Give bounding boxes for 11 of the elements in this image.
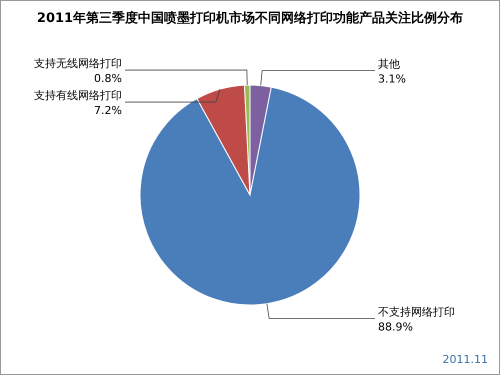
slice-label: 支持有线网络打印 xyxy=(34,89,122,102)
data-label: 3.1% xyxy=(378,72,406,86)
pie-slice xyxy=(140,86,360,306)
slice-label: 其他 xyxy=(378,58,400,71)
text: 2011.11 xyxy=(442,353,488,366)
slice-label: 支持无线网络打印 xyxy=(34,57,122,70)
data-label: 0.8% xyxy=(94,72,122,86)
slice-label: 不支持网络打印 xyxy=(378,306,455,319)
data-label: 7.2% xyxy=(94,104,122,118)
chart-title: 2011年第三季度中国喷墨打印机市场不同网络打印功能产品关注比例分布 xyxy=(36,10,464,26)
data-label: 88.9% xyxy=(378,320,413,334)
